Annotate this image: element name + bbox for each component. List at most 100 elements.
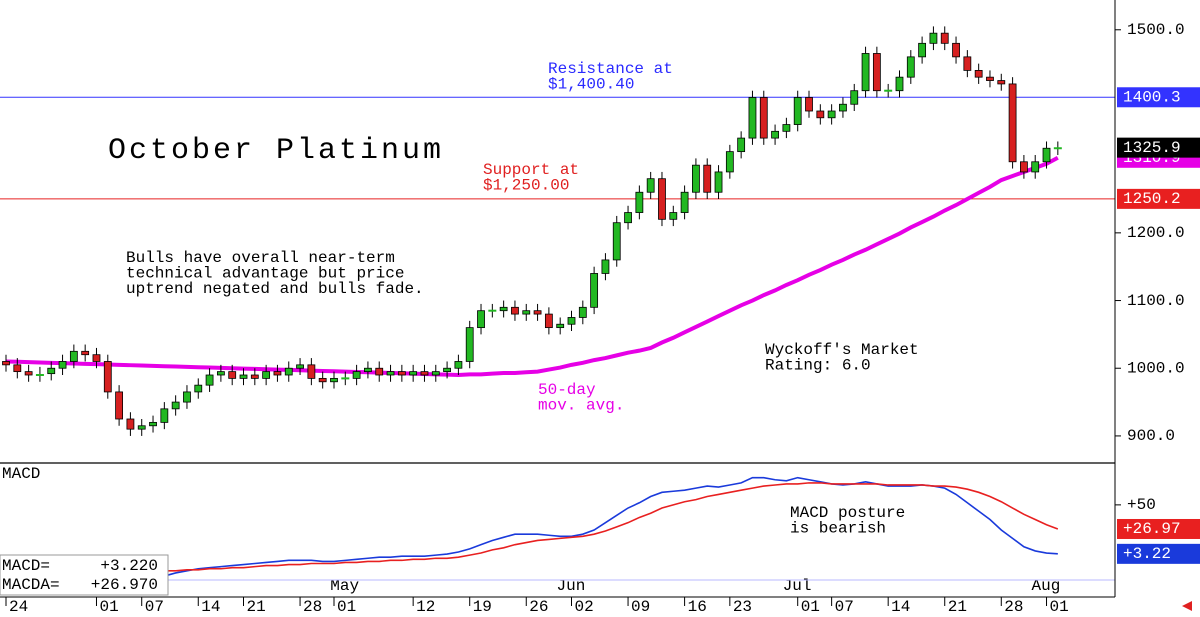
candle-body	[533, 310, 542, 315]
candle-body	[13, 364, 22, 373]
x-tick-label: 26	[529, 598, 548, 616]
candle-body	[1008, 83, 1017, 163]
x-tick-label: 07	[145, 598, 164, 616]
y-tick-label: 1100.0	[1127, 292, 1185, 310]
x-tick-label: 14	[201, 598, 220, 616]
candle-body	[839, 103, 847, 112]
candle-body	[714, 171, 723, 193]
end-label-box	[1117, 543, 1200, 564]
candle-body	[918, 42, 927, 58]
x-tick-label: 21	[948, 598, 967, 616]
candle-body	[228, 371, 237, 379]
annotation: is bearish	[790, 520, 886, 538]
candle-body	[465, 327, 474, 362]
x-tick-label: 24	[9, 598, 28, 616]
candle-body	[974, 69, 983, 78]
annotation: Support at	[483, 161, 579, 179]
x-tick-label: 23	[733, 598, 752, 616]
candle-body	[1042, 147, 1051, 163]
x-tick-label: 09	[631, 598, 650, 616]
candle-body	[296, 364, 304, 369]
candle-body	[658, 178, 666, 220]
candle-body	[431, 371, 440, 376]
y-tick-label: 1000.0	[1127, 359, 1185, 377]
x-tick-label: 07	[835, 598, 854, 616]
candle-body	[725, 151, 734, 173]
candle-body	[986, 76, 994, 81]
candle-body	[352, 371, 361, 379]
candle-body	[1031, 161, 1040, 173]
candle-body	[443, 367, 451, 373]
candle-body	[952, 42, 960, 58]
candle-body	[511, 306, 519, 315]
legend-name: MACDA=	[2, 576, 60, 594]
candle-body	[397, 371, 406, 376]
legend-name: MACD=	[2, 557, 50, 575]
candle-body	[759, 97, 768, 139]
annotation: $1,250.00	[483, 177, 569, 195]
candle-body	[284, 367, 293, 376]
x-tick-label: 16	[688, 598, 707, 616]
candle-body	[386, 371, 395, 376]
candle-body	[680, 191, 689, 213]
candle-body	[997, 80, 1006, 85]
x-tick-label: 02	[575, 598, 594, 616]
candle-body	[239, 374, 248, 379]
candle-body	[318, 377, 327, 383]
y-tick-label: 900.0	[1127, 427, 1175, 445]
month-label: May	[330, 577, 359, 595]
candle-body	[171, 401, 180, 410]
candle-body	[805, 97, 813, 112]
legend-value: +3.220	[100, 557, 158, 575]
annotation: Rating: 6.0	[765, 357, 871, 375]
candle-body	[646, 178, 655, 193]
annotation: MACD posture	[790, 504, 905, 522]
candle-body	[330, 377, 338, 383]
candle-body	[748, 97, 757, 139]
candle-body	[81, 350, 90, 356]
x-tick-label: 12	[416, 598, 435, 616]
x-tick-label: 19	[473, 598, 492, 616]
x-tick-label: 01	[99, 598, 118, 616]
chart-title: October Platinum	[108, 134, 444, 168]
x-tick-label: 28	[1004, 598, 1023, 616]
annotation: 50-day	[538, 381, 596, 399]
candle-body	[895, 76, 904, 92]
candle-body	[216, 371, 225, 376]
candle-body	[872, 53, 881, 92]
candle-body	[940, 32, 949, 44]
y-tick-label: 1200.0	[1127, 224, 1185, 242]
candle-body	[160, 408, 169, 423]
end-label: +26.97	[1123, 520, 1181, 538]
candle-body	[477, 310, 485, 329]
candle-body	[556, 323, 565, 329]
candle-body	[590, 273, 599, 308]
annotation: Resistance at	[548, 60, 673, 78]
candle-body	[669, 212, 678, 220]
candle-body	[307, 364, 316, 379]
candle-body	[703, 164, 712, 193]
candle-body	[47, 367, 56, 375]
annotation: mov. avg.	[538, 397, 624, 415]
candle-body	[409, 371, 418, 376]
annotation: Wyckoff's Market	[765, 341, 919, 359]
candle-body	[692, 164, 700, 193]
moving-average	[5, 156, 1059, 378]
candle-body	[205, 374, 214, 386]
legend	[0, 554, 169, 596]
candle-body	[624, 212, 632, 224]
candle-body	[963, 56, 972, 71]
candle-body	[850, 90, 859, 105]
candle-body	[420, 371, 429, 376]
candle-body	[1020, 161, 1028, 173]
y-tick-label: 1500.0	[1127, 21, 1185, 39]
candle-body	[58, 361, 67, 369]
candle-body	[2, 361, 10, 366]
x-tick-label: 01	[337, 598, 356, 616]
x-tick-label: 01	[1050, 598, 1069, 616]
candle-body	[69, 350, 78, 362]
panel-title: MACD	[2, 465, 40, 483]
candle-body	[273, 371, 282, 376]
